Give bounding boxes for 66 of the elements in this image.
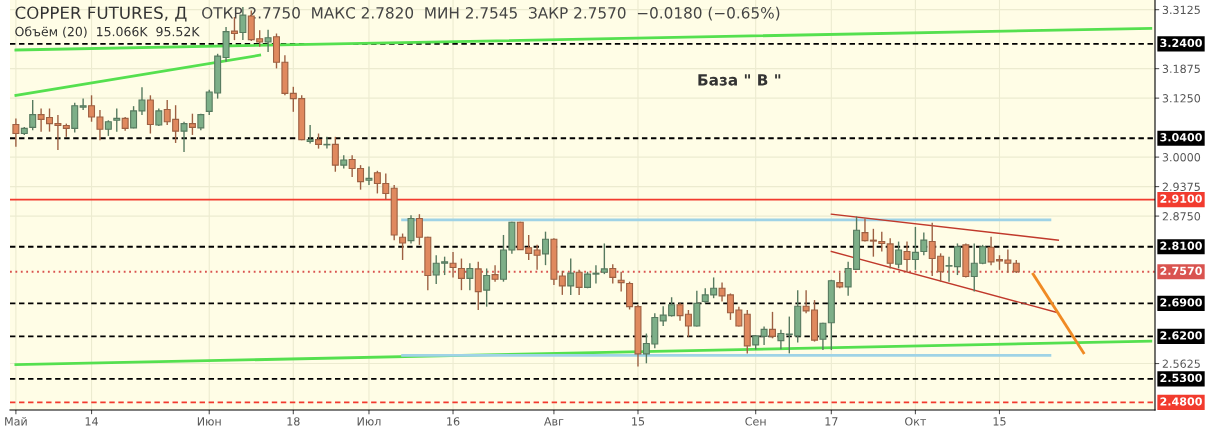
- y-tick-label: 2.9375: [1162, 182, 1200, 191]
- y-tick-label: 3.1875: [1162, 64, 1200, 74]
- x-tick-label: 18: [287, 417, 300, 426]
- candlestick: [71, 102, 79, 134]
- candlestick: [533, 244, 541, 271]
- ref-line-label: 2.7570: [1160, 266, 1202, 275]
- chart-title: COPPER FUTURES, Д: [15, 6, 187, 22]
- x-tick-label: 15: [993, 417, 1006, 426]
- ref-line-label: 2.6900: [1160, 298, 1202, 307]
- candlestick: [920, 231, 928, 256]
- ref-line-label: 2.9100: [1160, 194, 1202, 203]
- y-tick-label: 2.5625: [1162, 359, 1200, 368]
- candlestick: [693, 289, 701, 328]
- candlestick: [474, 261, 482, 311]
- ref-line-label: 2.4800: [1160, 397, 1202, 406]
- candlestick: [188, 113, 196, 136]
- annotation: База " В ": [698, 74, 781, 86]
- annotation: Объём (20) 15.066K 95.52K: [15, 26, 200, 38]
- candlestick: [609, 263, 617, 285]
- candlestick: [768, 311, 776, 339]
- candlestick: [12, 117, 20, 148]
- y-tick-label: 3.0000: [1162, 153, 1201, 162]
- candlestick: [79, 97, 87, 111]
- candlestick: [911, 226, 919, 271]
- candlestick: [600, 242, 608, 275]
- candlestick: [542, 230, 550, 266]
- candlestick: [331, 136, 339, 173]
- candlestick: [903, 240, 911, 273]
- ref-line-label: 3.2400: [1160, 38, 1202, 48]
- candlestick: [777, 329, 785, 350]
- candlestick: [466, 262, 474, 291]
- candlestick: [399, 232, 407, 261]
- y-tick-label: 3.1250: [1162, 94, 1201, 103]
- candlestick: [567, 257, 575, 296]
- x-tick-label: Июн: [197, 417, 221, 426]
- candlestick: [457, 257, 465, 291]
- candlestick: [365, 165, 373, 186]
- candlestick: [29, 99, 37, 131]
- x-tick-label: 17: [825, 417, 838, 426]
- candlestick: [264, 29, 272, 53]
- candlestick: [886, 237, 894, 270]
- x-tick-label: Май: [5, 417, 27, 426]
- y-tick-label: 2.8750: [1162, 212, 1201, 221]
- x-tick-label: Сен: [745, 417, 766, 426]
- x-tick-label: 14: [85, 417, 98, 426]
- y-tick-label: 3.3125: [1162, 5, 1200, 15]
- candlestick: [407, 214, 415, 245]
- candlestick: [575, 269, 583, 296]
- ref-line-label: 2.8100: [1160, 241, 1202, 250]
- candlestick: [483, 267, 491, 308]
- x-tick-label: Окт: [905, 417, 927, 426]
- x-tick-label: 15: [632, 417, 645, 426]
- candlestick: [491, 264, 499, 283]
- x-tick-label: 16: [447, 417, 460, 426]
- ref-line-label: 2.5300: [1160, 373, 1202, 383]
- ref-line-label: 2.6200: [1160, 331, 1202, 340]
- candlestick: [895, 240, 903, 270]
- candlestick: [306, 124, 314, 145]
- candlestick: [819, 322, 827, 351]
- candlestick: [617, 271, 625, 293]
- ref-line-label: 3.0400: [1160, 133, 1202, 142]
- candlestick: [180, 121, 188, 153]
- candlestick: [113, 107, 121, 133]
- x-tick-label: Авг: [544, 417, 564, 426]
- candlestick: [449, 251, 457, 279]
- x-tick-label: Июл: [357, 417, 381, 426]
